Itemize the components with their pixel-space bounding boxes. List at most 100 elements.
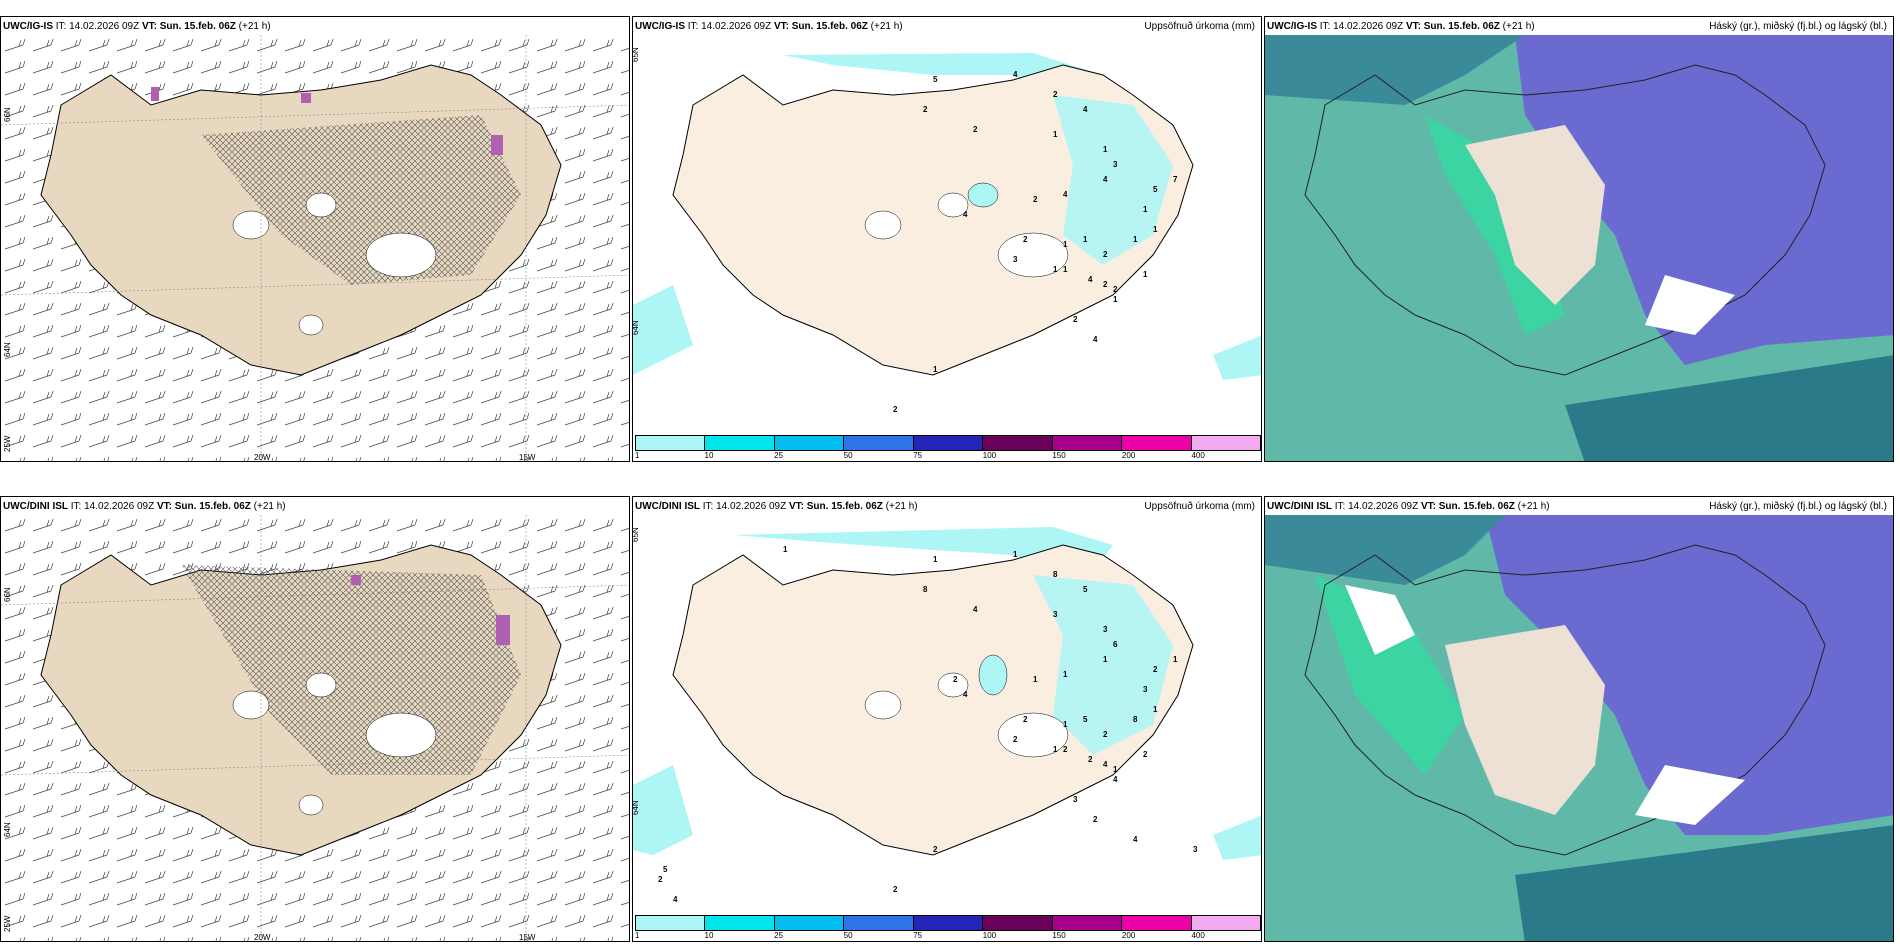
precip-value: 4: [1113, 775, 1118, 784]
precip-value: 2: [1033, 195, 1038, 204]
colorbar-swatch: [636, 916, 706, 930]
colorbar-swatch: [983, 916, 1053, 930]
precip-value: 5: [1083, 585, 1088, 594]
lat-label-65n: 65N: [632, 527, 640, 542]
panel-header: UWC/DINI ISL IT: 14.02.2026 09Z VT: Sun.…: [1267, 501, 1550, 512]
colorbar-swatch: [1122, 436, 1192, 450]
precip-value: 1: [1133, 235, 1138, 244]
precip-value: 4: [1103, 760, 1108, 769]
colorbar-label: 100: [982, 931, 997, 940]
precip-value: 1: [1013, 550, 1018, 559]
colorbar-label: 400: [1191, 931, 1205, 940]
precip-value: 4: [1093, 335, 1098, 344]
precip-value: 3: [1193, 845, 1198, 854]
colorbar-label: 200: [1121, 451, 1136, 460]
lat-label-25w: 25W: [3, 915, 12, 932]
colorbar-label: 1: [635, 451, 640, 460]
precip-value: 2: [1103, 730, 1108, 739]
panel-header: UWC/DINI ISL IT: 14.02.2026 09Z VT: Sun.…: [3, 501, 286, 512]
colorbar-label: 25: [774, 931, 784, 940]
precip-value: 2: [1103, 280, 1108, 289]
colorbar-swatch: [774, 916, 845, 930]
colorbar-label: 150: [1052, 931, 1066, 940]
precip-value: 3: [1143, 685, 1148, 694]
precip-value: 1: [1033, 675, 1038, 684]
panel-header: UWC/IG-IS IT: 14.02.2026 09Z VT: Sun. 15…: [1267, 21, 1535, 32]
precip-value: 5: [1153, 185, 1158, 194]
lat-label-25w: 25W: [3, 435, 12, 452]
precip-value: 5: [1083, 715, 1088, 724]
precip-value: 4: [1103, 175, 1108, 184]
precip-value: 1: [1053, 130, 1058, 139]
precip-value: 1: [1083, 235, 1088, 244]
panel-clouds-dini: UWC/DINI ISL IT: 14.02.2026 09Z VT: Sun.…: [1264, 496, 1894, 942]
precip-value: 1: [1153, 705, 1158, 714]
map-wind-barbs: [1, 515, 629, 941]
panel-title: Uppsöfnuð úrkoma (mm): [1144, 501, 1255, 512]
colorbar-label: 10: [704, 931, 714, 940]
precip-value: 7: [1173, 175, 1178, 184]
colorbar-swatch: [1052, 436, 1123, 450]
precip-value: 4: [673, 895, 678, 904]
precip-value: 1: [933, 555, 938, 564]
precip-value: 1: [1173, 655, 1178, 664]
precip-value: 2: [953, 675, 958, 684]
precip-value: 6: [1113, 640, 1118, 649]
panel-title: Háský (gr.), miðský (fj.bl.) og lágský (…: [1709, 21, 1887, 32]
panel-wind-dini: UWC/DINI ISL IT: 14.02.2026 09Z VT: Sun.…: [0, 496, 630, 942]
precip-value: 2: [933, 845, 938, 854]
panel-title: Háský (gr.), miðský (fj.bl.) og lágský (…: [1709, 501, 1887, 512]
precip-value: 4: [963, 210, 968, 219]
lon-label-20w: 20W: [254, 933, 271, 942]
colorbar-swatch: [774, 436, 845, 450]
lon-label-15w: 15W: [519, 453, 536, 462]
colorbar-swatch: [983, 436, 1053, 450]
precip-value: 2: [1088, 755, 1093, 764]
precip-value: 4: [973, 605, 978, 614]
colorbar-label: 75: [913, 451, 923, 460]
lon-label-15w: 15W: [519, 933, 536, 942]
precip-value: 8: [1053, 570, 1058, 579]
precip-value: 3: [1073, 795, 1078, 804]
colorbar-swatch: [1052, 916, 1123, 930]
panel-header: UWC/DINI ISL IT: 14.02.2026 09Z VT: Sun.…: [635, 501, 918, 512]
precip-value: 3: [1013, 255, 1018, 264]
precip-value: 5: [663, 865, 668, 874]
lat-label-66n: 66N: [3, 587, 12, 602]
colorbar-label: 150: [1052, 451, 1066, 460]
precip-value: 2: [1063, 745, 1068, 754]
colorbar-swatch: [1122, 916, 1192, 930]
precip-value: 4: [1063, 190, 1068, 199]
precip-value: 2: [1023, 235, 1028, 244]
precip-value: 1: [1053, 745, 1058, 754]
map-precipitation: [633, 35, 1261, 435]
precip-value: 1: [1103, 655, 1108, 664]
precip-value: 2: [1113, 285, 1118, 294]
precip-value: 4: [963, 690, 968, 699]
colorbar-swatch: [1191, 916, 1260, 930]
precip-value: 1: [1143, 205, 1148, 214]
precip-value: 2: [1013, 735, 1018, 744]
lat-label-66n: 66N: [3, 107, 12, 122]
panel-wind-igis: UWC/IG-IS IT: 14.02.2026 09Z VT: Sun. 15…: [0, 16, 630, 462]
lat-label-64n: 64N: [3, 342, 12, 357]
precip-value: 1: [1153, 225, 1158, 234]
map-precipitation: [633, 515, 1261, 915]
panel-title: Uppsöfnuð úrkoma (mm): [1144, 21, 1255, 32]
precip-value: 5: [933, 75, 938, 84]
precip-value: 2: [1103, 250, 1108, 259]
precip-value: 1: [1103, 145, 1108, 154]
colorbar-labels: 1 10 25 50 75 100 150 200 400: [635, 451, 1261, 461]
panel-header: UWC/IG-IS IT: 14.02.2026 09Z VT: Sun. 15…: [3, 21, 271, 32]
precip-value: 1: [1113, 765, 1118, 774]
map-cloud-cover: [1265, 515, 1893, 941]
precip-value: 2: [658, 875, 663, 884]
precip-value: 1: [783, 545, 788, 554]
precip-colorbar: [635, 435, 1261, 451]
lon-label-20w: 20W: [254, 453, 271, 462]
precip-value: 2: [923, 105, 928, 114]
precip-value: 1: [1063, 670, 1068, 679]
map-wind-barbs: [1, 35, 629, 461]
map-cloud-cover: [1265, 35, 1893, 461]
precip-value: 2: [1143, 750, 1148, 759]
